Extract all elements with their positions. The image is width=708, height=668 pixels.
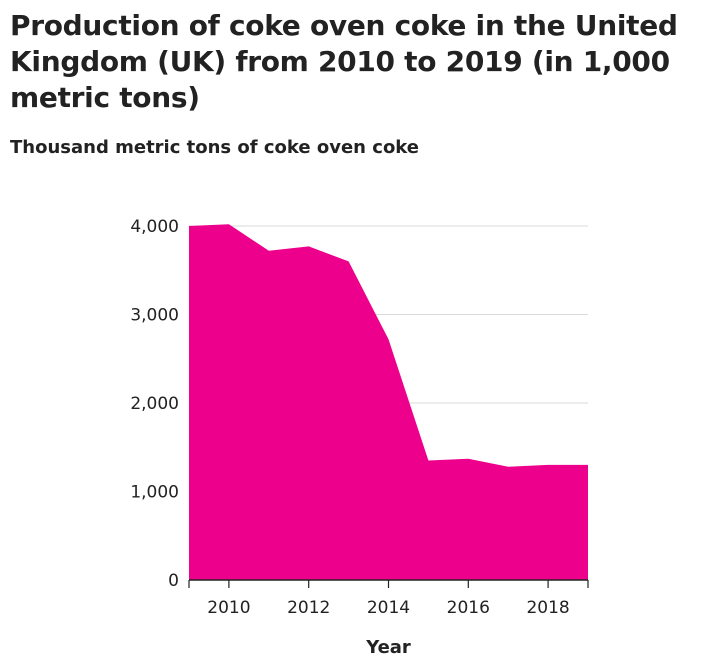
y-tick-label: 2,000 [130,394,179,414]
x-axis-title: Year [365,637,411,658]
x-tick-label: 2016 [447,598,490,618]
axes: 0 1,000 2,000 3,000 4,000 2010 2012 2014 2016 201… [130,217,589,618]
x-tick-label: 2010 [207,598,250,618]
area-series [189,224,588,580]
y-tick-label: 0 [168,571,179,591]
x-tick-label: 2014 [367,598,410,618]
x-tick-label: 2012 [287,598,330,618]
chart-title: Production of coke oven coke in the Unit… [10,9,678,114]
y-tick-label: 3,000 [130,306,179,326]
y-tick-label: 4,000 [130,217,179,237]
y-tick-label: 1,000 [130,483,179,503]
x-tick-label: 2018 [526,598,569,618]
y-axis-title: Thousand metric tons of coke oven coke [10,137,419,158]
